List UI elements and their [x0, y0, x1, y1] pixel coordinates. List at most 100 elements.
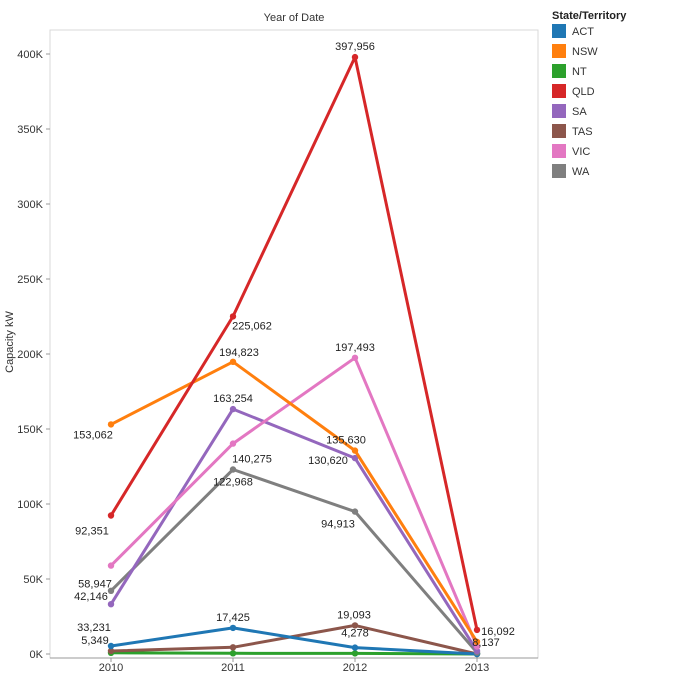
legend-swatch	[552, 164, 566, 178]
data-label-sa: 130,620	[308, 455, 348, 467]
data-point[interactable]	[351, 53, 359, 61]
data-point[interactable]	[229, 358, 237, 365]
data-point[interactable]	[351, 447, 359, 454]
x-tick-label: 2010	[99, 662, 123, 674]
x-tick-label: 2011	[221, 662, 245, 674]
legend-item-qld[interactable]: QLD	[552, 84, 595, 98]
data-label-nsw: 135,630	[326, 435, 366, 447]
data-label-act: 5,349	[81, 635, 109, 647]
legend-swatch	[552, 44, 566, 58]
data-label-vic: 58,947	[78, 579, 112, 591]
series-line-act	[110, 626, 478, 656]
data-point[interactable]	[473, 626, 481, 634]
data-label-nsw: 194,823	[219, 347, 259, 359]
legend-title: State/Territory	[552, 10, 627, 22]
series-line-qld	[109, 55, 479, 631]
legend-item-act[interactable]: ACT	[552, 24, 594, 38]
legend-label: SA	[572, 106, 587, 118]
y-tick-label: 150K	[17, 424, 43, 436]
data-label-act: 4,278	[341, 628, 369, 640]
series-nsw	[107, 358, 481, 645]
y-tick-label: 200K	[17, 349, 43, 361]
data-label-vic: 197,493	[335, 342, 375, 354]
y-tick-label: 250K	[17, 274, 43, 286]
y-axis: 0K 50K 100K 150K 200K 250K 300K 350K 400K	[17, 49, 50, 661]
series-line-sa	[109, 407, 479, 652]
data-labels: 5,349 17,425 4,278 153,062 194,823 135,630 8,1…	[73, 41, 515, 649]
y-axis-title: Capacity kW	[4, 311, 16, 373]
legend-swatch	[552, 84, 566, 98]
series-layer	[107, 53, 481, 658]
data-point[interactable]	[473, 638, 481, 645]
y-tick-label: 0K	[30, 649, 44, 661]
series-act	[107, 624, 481, 658]
legend-swatch	[552, 104, 566, 118]
chart-title: Year of Date	[264, 12, 325, 24]
legend-label: NSW	[572, 46, 598, 58]
data-point[interactable]	[351, 354, 359, 361]
data-label-vic: 140,275	[232, 454, 272, 466]
data-point[interactable]	[107, 587, 115, 594]
data-point[interactable]	[473, 643, 481, 650]
data-point[interactable]	[351, 508, 359, 515]
legend-swatch	[552, 24, 566, 38]
data-label-nsw: 153,062	[73, 429, 113, 441]
series-line-wa	[109, 468, 479, 654]
data-label-sa: 33,231	[77, 622, 111, 634]
legend-swatch	[552, 144, 566, 158]
data-point[interactable]	[351, 454, 359, 462]
legend-label: WA	[572, 166, 590, 178]
data-label-qld: 16,092	[481, 626, 515, 638]
y-tick-label: 350K	[17, 124, 43, 136]
data-point[interactable]	[107, 512, 115, 519]
data-label-wa: 122,968	[213, 477, 253, 489]
series-vic	[107, 354, 481, 650]
data-point[interactable]	[107, 562, 115, 569]
data-label-wa: 42,146	[74, 591, 108, 603]
series-wa	[107, 466, 481, 656]
data-point[interactable]	[473, 647, 481, 655]
data-point[interactable]	[351, 644, 359, 651]
legend-item-sa[interactable]: SA	[552, 104, 587, 118]
data-point[interactable]	[229, 624, 237, 632]
data-label-nsw: 8,137	[472, 637, 500, 649]
data-label-qld: 397,956	[335, 41, 375, 53]
data-point[interactable]	[107, 601, 115, 608]
plot-area	[49, 29, 539, 659]
x-tick-label: 2012	[343, 662, 367, 674]
legend-item-nsw[interactable]: NSW	[552, 44, 598, 58]
data-point[interactable]	[351, 622, 359, 629]
data-label-wa: 94,913	[321, 519, 355, 531]
data-point[interactable]	[229, 405, 237, 413]
legend-swatch	[552, 64, 566, 78]
data-label-qld: 225,062	[232, 320, 272, 332]
legend-label: ACT	[572, 26, 594, 38]
series-line-nt	[110, 651, 478, 656]
series-sa	[107, 405, 481, 655]
data-point[interactable]	[107, 421, 115, 428]
legend-item-wa[interactable]: WA	[552, 164, 590, 178]
data-point[interactable]	[107, 642, 115, 650]
series-line-nsw	[110, 360, 479, 643]
data-point[interactable]	[351, 650, 359, 657]
data-label-qld: 92,351	[75, 526, 109, 538]
data-point[interactable]	[229, 466, 237, 473]
data-point[interactable]	[229, 644, 237, 651]
legend-label: QLD	[572, 86, 595, 98]
legend-label: NT	[572, 66, 587, 78]
data-point[interactable]	[229, 650, 237, 657]
data-label-tas: 19,093	[337, 609, 371, 621]
legend-item-tas[interactable]: TAS	[552, 124, 593, 138]
legend-item-vic[interactable]: VIC	[552, 144, 590, 158]
legend-swatch	[552, 124, 566, 138]
x-tick-label: 2013	[465, 662, 489, 674]
data-point[interactable]	[107, 647, 115, 655]
y-tick-label: 100K	[17, 499, 43, 511]
data-point[interactable]	[229, 313, 237, 320]
data-label-act: 17,425	[216, 612, 250, 624]
legend-item-nt[interactable]: NT	[552, 64, 587, 78]
data-label-sa: 163,254	[213, 393, 253, 405]
x-axis: 2010 2011 2012 2013	[50, 657, 538, 674]
data-point[interactable]	[229, 440, 237, 447]
y-tick-label: 50K	[23, 574, 43, 586]
